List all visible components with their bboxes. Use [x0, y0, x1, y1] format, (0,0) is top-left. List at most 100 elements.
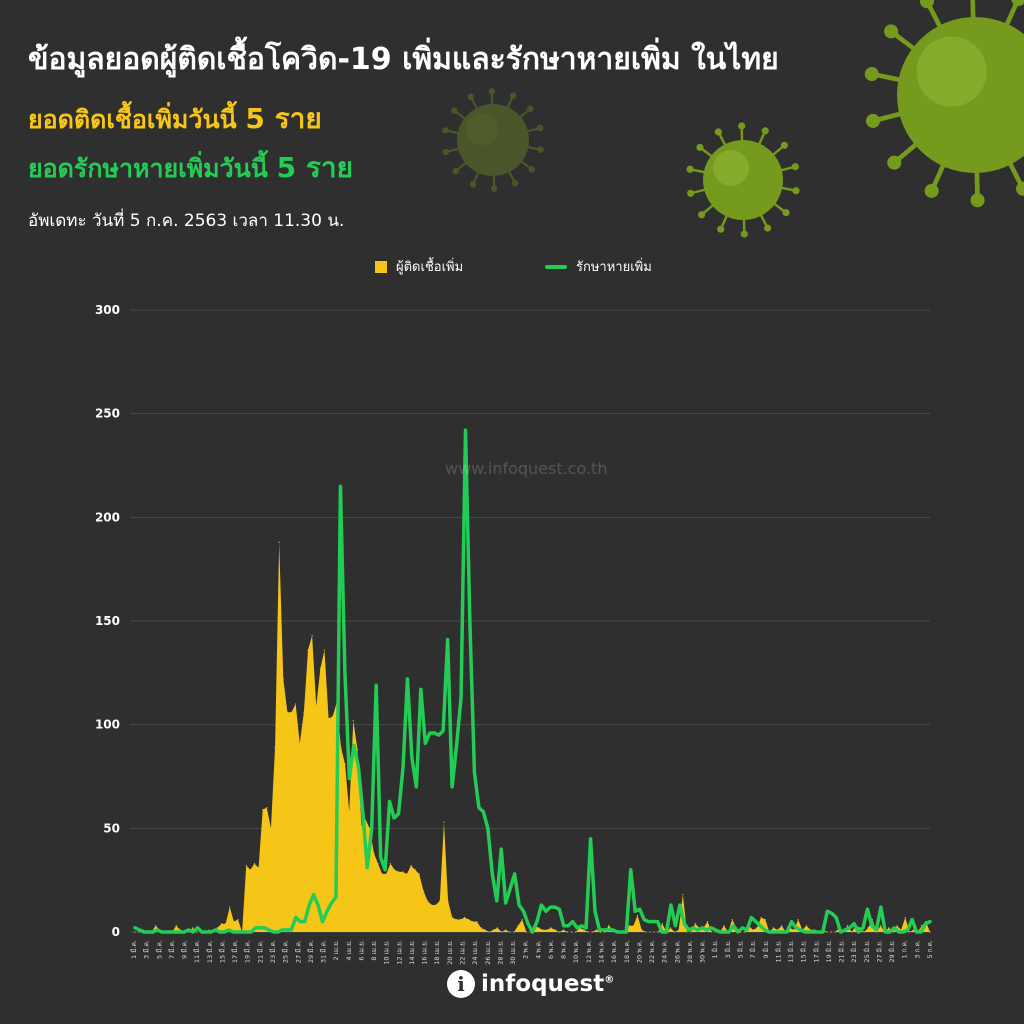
recovered-point	[911, 918, 913, 921]
recovered-point	[884, 931, 886, 933]
recovered-point	[572, 921, 574, 923]
recovered-point	[719, 931, 721, 933]
recovered-point	[920, 931, 922, 933]
y-tick-label: 0	[112, 925, 120, 939]
y-tick-label: 200	[95, 510, 120, 524]
recovered-point	[607, 929, 610, 931]
cases-point	[381, 873, 383, 875]
recovered-point	[929, 921, 931, 923]
x-tick-label: 4 เม.ย.	[345, 940, 353, 961]
recovered-point	[424, 742, 426, 744]
recovered-point	[652, 921, 654, 923]
recovered-point	[563, 925, 565, 927]
cases-point	[229, 906, 231, 908]
recovered-point	[326, 910, 328, 912]
recovered-point	[451, 786, 453, 788]
recovered-point	[420, 688, 422, 691]
legend-label-recovered: รักษาหายเพิ่ม	[576, 260, 652, 275]
recovered-line	[133, 428, 932, 934]
x-tick-label: 26 เม.ย.	[484, 940, 492, 965]
cases-point	[674, 931, 676, 933]
cases-point	[513, 931, 515, 933]
cases-point	[315, 705, 317, 707]
recovered-point	[246, 931, 248, 933]
cases-point	[929, 931, 931, 933]
cases-point	[562, 929, 564, 931]
x-tick-label: 1 ก.ค.	[901, 940, 909, 959]
x-tick-label: 13 มิ.ย.	[787, 940, 795, 963]
recovered-point	[455, 744, 458, 747]
cases-point	[472, 921, 474, 923]
cases-point	[328, 717, 330, 720]
x-tick-label: 7 มิ.ย.	[749, 940, 757, 958]
cases-point	[921, 925, 923, 927]
x-tick-label: 3 ก.ค.	[913, 940, 921, 959]
recovered-point	[661, 931, 663, 933]
recovered-point	[433, 732, 435, 734]
recovered-point	[656, 921, 659, 923]
x-tick-label: 15 มี.ค.	[218, 940, 226, 963]
recovered-point	[219, 931, 221, 933]
recovered-point	[849, 927, 851, 929]
cases-point	[875, 931, 878, 933]
recovered-point	[889, 931, 891, 933]
cases-point	[669, 927, 672, 929]
cases-point	[706, 921, 709, 923]
x-tick-label: 11 มิ.ย.	[774, 940, 782, 963]
x-tick-label: 8 พ.ค.	[560, 940, 568, 959]
recovered-point	[295, 916, 297, 919]
recovered-point	[813, 931, 815, 933]
cases-point	[694, 923, 696, 925]
cases-point	[463, 916, 466, 919]
cases-point	[793, 929, 795, 931]
recovered-point	[594, 910, 596, 912]
recovered-point	[286, 929, 288, 931]
recovered-point	[871, 925, 873, 927]
cases-point	[521, 918, 523, 921]
recovered-point	[589, 838, 592, 840]
cases-point	[888, 927, 890, 929]
cases-point	[352, 719, 354, 722]
virus-icon-large	[864, 0, 1024, 208]
recovered-point	[134, 927, 136, 929]
recovered-point	[277, 931, 279, 933]
cases-point	[307, 649, 309, 651]
logo-wordmark: infoquest	[481, 971, 605, 997]
cases-point	[373, 852, 375, 854]
cases-point	[496, 927, 499, 929]
x-tick-label: 19 มี.ค.	[244, 940, 252, 963]
cases-point	[344, 763, 346, 765]
recovered-point	[339, 485, 342, 487]
x-tick-label: 24 เม.ย.	[471, 940, 479, 965]
recovered-point	[514, 873, 516, 875]
recovered-point	[397, 813, 400, 815]
x-tick-label: 21 มิ.ย.	[838, 940, 846, 963]
x-tick-label: 27 มิ.ย.	[875, 940, 883, 963]
cases-point	[155, 925, 157, 927]
recovered-point	[353, 744, 355, 747]
recovered-point	[250, 931, 252, 933]
recovered-point	[907, 929, 909, 931]
recovered-point	[531, 931, 534, 933]
cases-area	[135, 542, 930, 932]
x-tick-label: 2 พ.ค.	[522, 940, 530, 959]
recovered-point	[880, 906, 882, 908]
cases-point	[179, 929, 181, 931]
recovered-point	[371, 827, 373, 829]
recovered-point	[152, 931, 154, 933]
cases-point	[797, 918, 799, 921]
x-tick-label: 26 พ.ค.	[673, 940, 681, 963]
recovered-point	[179, 931, 181, 933]
recovered-point	[808, 931, 811, 933]
recovered-point	[862, 927, 864, 929]
recovered-point	[263, 927, 266, 929]
recovered-point	[161, 931, 163, 933]
cases-point	[447, 900, 449, 902]
x-tick-label: 13 มี.ค.	[206, 940, 214, 963]
cases-point	[509, 931, 511, 933]
cases-point	[571, 931, 573, 933]
cases-point	[435, 904, 437, 906]
recovered-point	[210, 931, 212, 933]
x-tick-label: 10 พ.ค.	[572, 940, 580, 963]
cases-point	[517, 925, 519, 927]
